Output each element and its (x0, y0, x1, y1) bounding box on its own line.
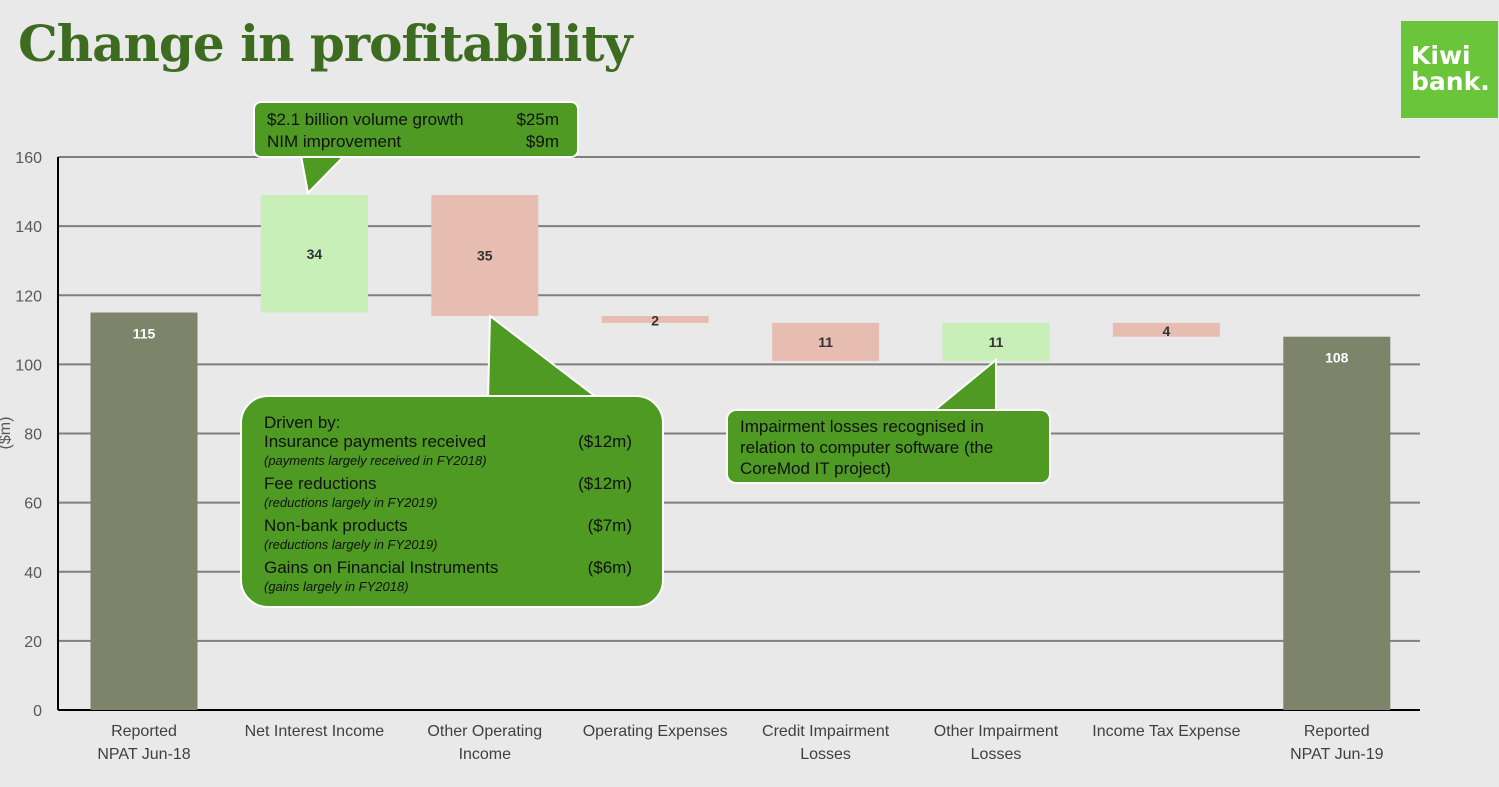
callout-value: ($7m) (587, 516, 632, 535)
callout-value: ($6m) (587, 558, 632, 577)
callout-row: NIM improvement $9m (267, 131, 559, 153)
logo-line-2: bank. (1411, 67, 1490, 96)
page-title: Change in profitability (18, 14, 633, 73)
x-tick-label: Other Impairment (934, 723, 1059, 740)
data-label: 11 (989, 334, 1004, 350)
data-label: 115 (133, 326, 156, 342)
callout-heading: Driven by: (264, 413, 341, 432)
y-tick-label: 20 (24, 634, 42, 651)
callout-value: $9m (525, 132, 559, 151)
data-label: 11 (818, 334, 833, 350)
x-tick-label: Credit Impairment (762, 723, 890, 740)
callout-note: (gains largely in FY2018) (264, 579, 409, 594)
callout-row: Insurance payments received ($12m) (264, 432, 632, 451)
x-tick-label: Other Operating (427, 723, 542, 740)
callout-value: ($12m) (578, 474, 632, 493)
x-tick-label: Income Tax Expense (1092, 723, 1240, 740)
y-tick-label: 100 (15, 357, 42, 374)
data-label: 4 (1163, 323, 1171, 339)
logo-line-1: Kiwi (1411, 41, 1471, 70)
callout-label: Gains on Financial Instruments (264, 558, 499, 577)
callout-label: Non-bank products (264, 516, 408, 535)
x-tick-label: Income (459, 746, 512, 763)
kiwibank-logo: Kiwi bank. (1401, 21, 1498, 118)
callout-row: Fee reductions ($12m) (264, 474, 632, 493)
y-tick-label: 160 (15, 150, 42, 167)
bar-total (1283, 336, 1391, 710)
y-tick-label: 60 (24, 496, 42, 513)
callout-ooi-pointer (486, 314, 603, 401)
data-label: 34 (307, 246, 323, 262)
callout-note: (reductions largely in FY2019) (264, 495, 438, 510)
x-tick-label: Reported (111, 723, 177, 740)
bar-decrease (772, 322, 880, 361)
callout-impairment-pointer (927, 357, 997, 415)
callout-text: Impairment losses recognised in relation… (740, 417, 994, 478)
callout-impairment: Impairment losses recognised in relation… (726, 409, 1051, 484)
bar-total (90, 312, 198, 710)
x-tick-label: Net Interest Income (245, 723, 385, 740)
y-tick-label: 40 (24, 565, 42, 582)
x-tick-label: NPAT Jun-18 (97, 746, 190, 763)
callout-label: NIM improvement (267, 132, 402, 151)
y-axis-label: ($m) (0, 417, 14, 450)
x-tick-label: Reported (1304, 723, 1370, 740)
callout-row: Non-bank products ($7m) (264, 516, 632, 535)
bar-decrease (601, 315, 709, 323)
bar-increase (942, 322, 1050, 361)
callout-value: $25m (516, 110, 559, 129)
y-tick-label: 140 (15, 219, 42, 236)
callout-note: (payments largely received in FY2018) (264, 453, 487, 468)
callout-nii: $2.1 billion volume growth $25m NIM impro… (253, 101, 579, 158)
callout-value: ($12m) (578, 432, 632, 451)
callout-row: Gains on Financial Instruments ($6m) (264, 558, 632, 577)
data-label: 108 (1325, 350, 1349, 366)
bar-decrease (1112, 322, 1220, 337)
callout-note: (reductions largely in FY2019) (264, 537, 438, 552)
callout-label: $2.1 billion volume growth (267, 110, 464, 129)
y-tick-label: 120 (15, 288, 42, 305)
x-tick-label: Operating Expenses (583, 723, 728, 740)
callout-label: Fee reductions (264, 474, 377, 493)
callout-ooi: Driven by: Insurance payments received ($… (240, 395, 664, 608)
bar-decrease (431, 195, 539, 316)
x-tick-label: Losses (971, 746, 1022, 763)
data-label: 35 (477, 248, 493, 264)
data-label: 2 (651, 312, 659, 328)
x-tick-label: NPAT Jun-19 (1290, 746, 1383, 763)
y-tick-label: 80 (24, 427, 42, 444)
bar-increase (260, 195, 368, 313)
x-tick-label: Losses (800, 746, 851, 763)
callout-row: $2.1 billion volume growth $25m (267, 109, 559, 131)
y-tick-label: 0 (33, 703, 42, 720)
callout-label: Insurance payments received (264, 432, 487, 451)
